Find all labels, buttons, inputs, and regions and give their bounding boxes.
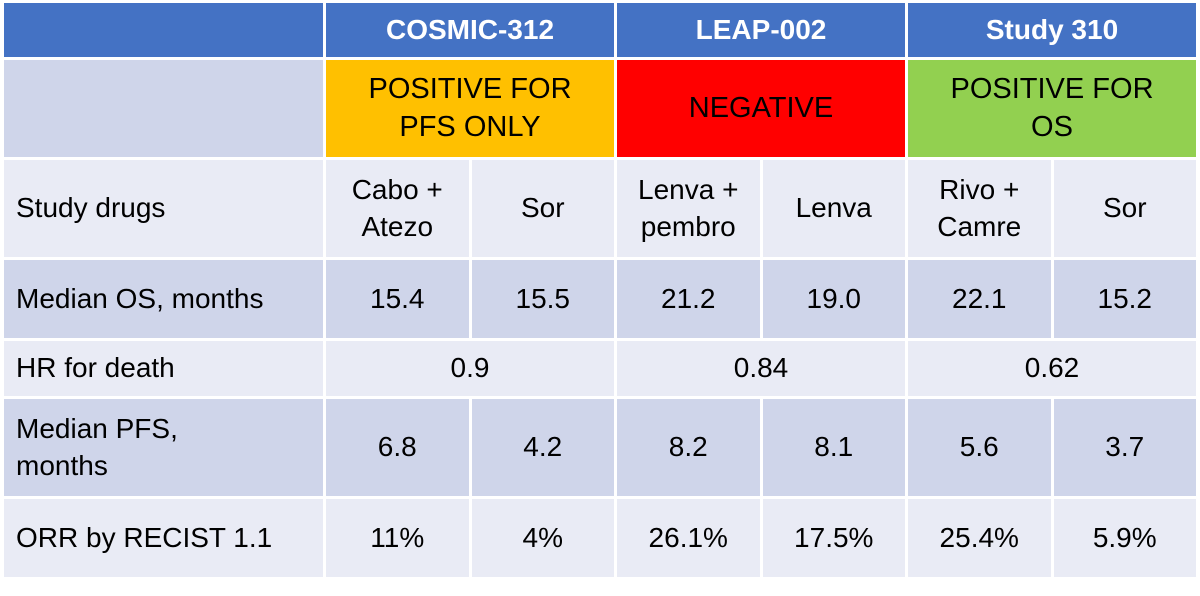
- data-cell: 15.5: [468, 257, 617, 341]
- data-cell: 0.9: [323, 338, 617, 399]
- corner-cell: [1, 0, 326, 60]
- data-cell: 21.2: [614, 257, 763, 341]
- data-cell: 26.1%: [614, 496, 763, 580]
- trial-table: COSMIC-312 LEAP-002 Study 310 POSITIVE FOR …: [1, 0, 1199, 580]
- data-cell: 3.7: [1050, 396, 1199, 499]
- data-cell: 22.1: [905, 257, 1054, 341]
- data-cell: 6.8: [323, 396, 472, 499]
- trial-name: Study 310: [905, 0, 1199, 60]
- header-row: COSMIC-312 LEAP-002 Study 310: [1, 0, 1199, 60]
- data-cell: Lenva: [759, 157, 908, 260]
- trial-result: NEGATIVE: [614, 57, 908, 160]
- row-label: HR for death: [1, 338, 326, 399]
- data-cell: 0.84: [614, 338, 908, 399]
- data-row: ORR by RECIST 1.1 11% 4% 26.1% 17.5% 25.4% 5.9…: [1, 496, 1199, 580]
- data-row: Study drugs Cabo + Atezo Sor Lenva + pembro…: [1, 157, 1199, 260]
- data-cell: 4%: [468, 496, 617, 580]
- row-label: Median PFS, months: [1, 396, 326, 499]
- row-label: Median OS, months: [1, 257, 326, 341]
- data-cell: 8.1: [759, 396, 908, 499]
- data-cell: 15.2: [1050, 257, 1199, 341]
- data-cell: 11%: [323, 496, 472, 580]
- table-body: COSMIC-312 LEAP-002 Study 310 POSITIVE FOR …: [1, 0, 1199, 580]
- result-row: POSITIVE FOR PFS ONLY NEGATIVE POSITIVE FO…: [1, 57, 1199, 160]
- data-cell: Sor: [1050, 157, 1199, 260]
- data-cell: 8.2: [614, 396, 763, 499]
- data-cell: Rivo + Camre: [905, 157, 1054, 260]
- data-cell: 25.4%: [905, 496, 1054, 580]
- trial-result: POSITIVE FOR PFS ONLY: [323, 57, 617, 160]
- data-row: HR for death 0.9 0.84 0.62: [1, 338, 1199, 399]
- data-cell: 4.2: [468, 396, 617, 499]
- row-label: ORR by RECIST 1.1: [1, 496, 326, 580]
- data-cell: 5.9%: [1050, 496, 1199, 580]
- data-row: Median OS, months 15.4 15.5 21.2 19.0 22.1 15.…: [1, 257, 1199, 341]
- trial-name: COSMIC-312: [323, 0, 617, 60]
- data-cell: 17.5%: [759, 496, 908, 580]
- data-cell: 15.4: [323, 257, 472, 341]
- trial-result: POSITIVE FOR OS: [905, 57, 1199, 160]
- data-cell: 0.62: [905, 338, 1199, 399]
- data-cell: Cabo + Atezo: [323, 157, 472, 260]
- data-cell: 19.0: [759, 257, 908, 341]
- row-label: Study drugs: [1, 157, 326, 260]
- empty-cell: [1, 57, 326, 160]
- data-row: Median PFS, months 6.8 4.2 8.2 8.1 5.6 3.7: [1, 396, 1199, 499]
- data-cell: Lenva + pembro: [614, 157, 763, 260]
- trial-name: LEAP-002: [614, 0, 908, 60]
- data-cell: Sor: [468, 157, 617, 260]
- data-cell: 5.6: [905, 396, 1054, 499]
